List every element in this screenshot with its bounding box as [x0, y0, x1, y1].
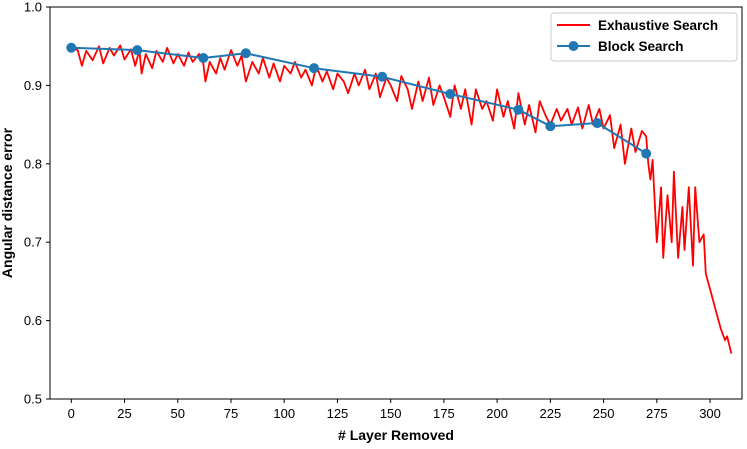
- y-tick-label: 0.7: [24, 235, 42, 250]
- data-point-block-search: [132, 45, 143, 56]
- x-tick-label: 175: [433, 406, 455, 421]
- x-tick-label: 250: [593, 406, 615, 421]
- x-tick-label: 100: [273, 406, 295, 421]
- y-axis-label: Angular distance error: [0, 127, 15, 278]
- legend-marker-block-search: [568, 41, 579, 51]
- data-point-block-search: [240, 48, 251, 59]
- y-axis-ticks: 0.5 0.6 0.7 0.8 0.9 1.0: [24, 0, 50, 407]
- x-tick-label: 225: [540, 406, 562, 421]
- x-tick-label: 125: [327, 406, 349, 421]
- x-tick-label: 200: [486, 406, 508, 421]
- data-point-block-search: [377, 71, 388, 82]
- x-tick-label: 300: [699, 406, 721, 421]
- x-tick-label: 75: [224, 406, 238, 421]
- y-tick-label: 0.9: [24, 78, 42, 93]
- data-point-block-search: [66, 42, 77, 53]
- y-tick-label: 0.6: [24, 313, 42, 328]
- data-point-block-search: [445, 89, 456, 100]
- y-tick-label: 1.0: [24, 0, 42, 15]
- series-line-exhaustive-search: [70, 44, 733, 354]
- legend-label-exhaustive-search: Exhaustive Search: [598, 18, 718, 33]
- legend-box: [550, 12, 738, 62]
- x-tick-label: 50: [171, 406, 185, 421]
- x-axis-ticks: 0 25 50 75 100 125 150 175 200 225 250 275 300: [68, 399, 721, 421]
- plot-frame: [49, 6, 743, 400]
- data-point-block-search: [513, 104, 524, 115]
- y-tick-label: 0.8: [24, 156, 42, 171]
- x-axis-label: # Layer Removed: [338, 427, 454, 443]
- series-layer: [66, 42, 733, 354]
- data-point-block-search: [641, 148, 652, 159]
- x-tick-label: 25: [117, 406, 131, 421]
- legend: Exhaustive Search Block Search: [550, 12, 738, 62]
- plot-area: [50, 7, 742, 399]
- x-tick-label: 0: [68, 406, 75, 421]
- data-point-block-search: [592, 118, 603, 129]
- y-tick-label: 0.5: [24, 392, 42, 407]
- x-tick-label: 150: [380, 406, 402, 421]
- data-point-block-search: [545, 121, 556, 132]
- x-tick-label: 275: [646, 406, 668, 421]
- legend-label-block-search: Block Search: [598, 39, 684, 54]
- data-point-block-search: [309, 63, 320, 74]
- data-point-block-search: [198, 52, 209, 63]
